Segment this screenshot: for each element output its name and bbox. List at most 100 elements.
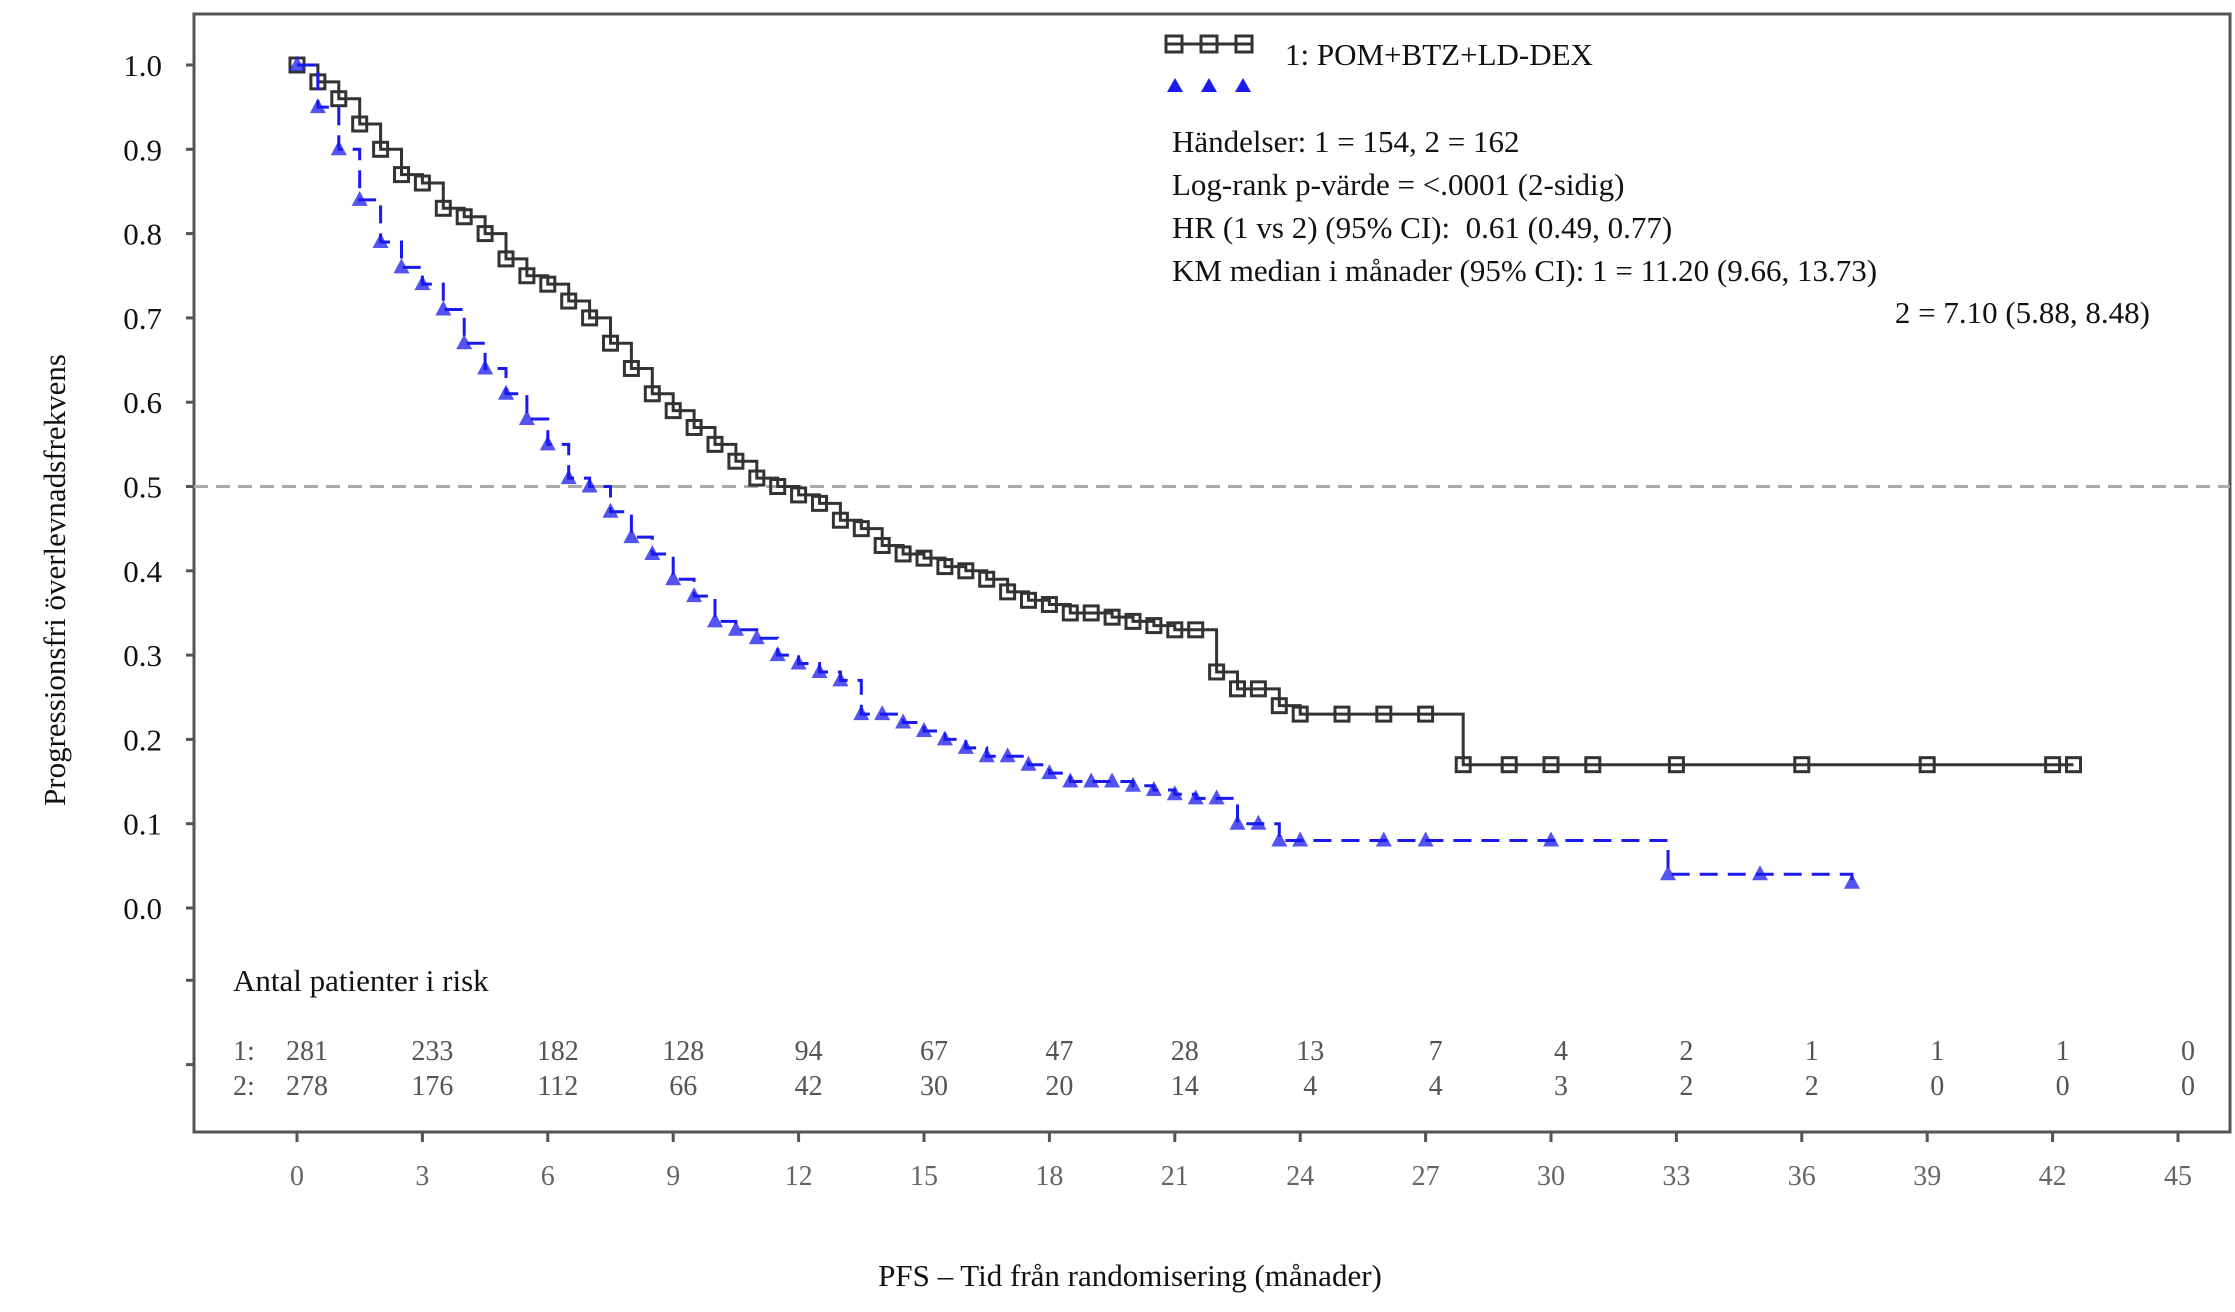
series-2-point	[1083, 772, 1100, 788]
series-1-point	[1667, 756, 1685, 774]
risk-cell: 0	[2181, 1036, 2195, 1067]
risk-cell: 66	[669, 1071, 697, 1102]
series-2-point	[895, 713, 912, 729]
series-2-point	[1125, 776, 1141, 792]
series-2-point	[1187, 789, 1204, 805]
series-2-point	[477, 359, 494, 375]
x-tick-label: 45	[2164, 1161, 2192, 1192]
risk-table-title: Antal patienter i risk	[233, 963, 489, 998]
risk-cell: 2	[1805, 1071, 1819, 1102]
series-1-point	[518, 267, 536, 285]
series-2-point	[769, 646, 786, 662]
risk-cell: 1	[1930, 1036, 1944, 1067]
y-tick-label: 0.2	[123, 722, 162, 757]
annotation-median-2: 2 = 7.10 (5.88, 8.48)	[1895, 295, 2150, 330]
series-2-point	[435, 300, 452, 316]
series-2-point	[372, 233, 389, 249]
series-2-point	[289, 56, 305, 71]
series-1-point	[1333, 705, 1351, 723]
series-1-point	[1291, 705, 1309, 723]
series-2-point	[1292, 831, 1309, 847]
series-1-point	[978, 570, 996, 588]
series-2-point	[1271, 831, 1288, 847]
y-tick-label: 0.8	[123, 217, 162, 252]
series-1-point	[831, 511, 849, 529]
series-1-point	[790, 486, 808, 504]
series-1-point	[393, 166, 410, 184]
series-1-point	[685, 418, 703, 436]
risk-cell: 42	[795, 1071, 823, 1102]
series-1-point	[1454, 756, 1472, 774]
series-1-point	[1040, 596, 1058, 614]
series-2-point	[1843, 873, 1860, 889]
series-2-point	[916, 721, 932, 737]
series-2-point	[309, 98, 326, 114]
risk-cell: 112	[537, 1071, 578, 1102]
risk-cell: 13	[1296, 1036, 1324, 1067]
x-tick-label: 15	[910, 1161, 938, 1192]
risk-cell: 20	[1045, 1071, 1073, 1102]
x-tick-label: 27	[1412, 1161, 1440, 1192]
series-2-point	[1250, 814, 1267, 830]
series-1-point	[915, 549, 933, 567]
x-tick-label: 6	[541, 1161, 555, 1192]
series-2-point	[456, 334, 473, 350]
y-tick-label: 0.5	[123, 470, 162, 505]
series-2-point	[936, 730, 953, 746]
series-1-point	[1103, 608, 1121, 626]
series-1-point	[1124, 612, 1142, 630]
series-1-point	[497, 250, 515, 268]
series-2-point	[1062, 772, 1079, 788]
series-1-point	[664, 402, 682, 420]
series-1-point	[1500, 756, 1518, 774]
risk-cell: 1	[1805, 1036, 1819, 1067]
y-tick-label: 0.1	[123, 807, 162, 842]
risk-cell: 14	[1171, 1071, 1199, 1102]
series-2-point	[623, 528, 640, 544]
series-2-point	[1041, 764, 1058, 780]
risk-cell: 4	[1429, 1071, 1443, 1102]
x-tick-label: 3	[415, 1161, 429, 1192]
series-1-point	[727, 452, 745, 470]
series-2-point	[686, 587, 703, 603]
risk-cell: 0	[1930, 1071, 1944, 1102]
stats-annotation: Händelser: 1 = 154, 2 = 162 Log-rank p-v…	[1172, 124, 2150, 330]
x-axis-label: PFS – Tid från randomisering (månader)	[878, 1258, 1382, 1293]
series-1-point	[1542, 756, 1560, 774]
series-1-point	[873, 537, 891, 555]
x-tick-label: 33	[1662, 1161, 1690, 1192]
series-2-point	[748, 629, 765, 645]
series-2-point	[414, 275, 431, 291]
risk-row-1-label: 1:	[233, 1036, 255, 1067]
x-tick-label: 9	[666, 1161, 680, 1192]
series-1-point	[1229, 680, 1246, 698]
risk-cell: 176	[411, 1071, 453, 1102]
series-2-point	[1660, 865, 1677, 881]
x-tick-label: 36	[1788, 1161, 1816, 1192]
series-2-point	[539, 435, 556, 451]
x-tick-label: 30	[1537, 1161, 1565, 1192]
risk-cell: 278	[286, 1071, 328, 1102]
series-1-point	[1187, 621, 1205, 639]
series-1-point	[372, 140, 390, 158]
y-axis-label: Progressionsfri överlevnadsfrekvens	[37, 354, 72, 806]
series-1-point	[1793, 756, 1811, 774]
series-2-point	[351, 190, 368, 206]
series-1-point	[1584, 756, 1602, 774]
series-1-point	[622, 359, 640, 377]
risk-cell: 30	[920, 1071, 948, 1102]
series-1-point	[581, 309, 599, 327]
legend-marker-series-1	[1164, 34, 1254, 54]
series-2-point	[581, 477, 598, 493]
series-1-point	[1082, 604, 1100, 622]
series-2-point	[999, 747, 1016, 763]
risk-cell: 28	[1171, 1036, 1199, 1067]
series-2-point	[832, 671, 849, 687]
series-1-point	[852, 520, 870, 538]
risk-cell: 7	[1429, 1036, 1443, 1067]
series-1-point	[1020, 591, 1037, 609]
risk-cell: 67	[920, 1036, 948, 1067]
series-1-point	[811, 494, 828, 512]
risk-cell: 0	[2181, 1071, 2195, 1102]
